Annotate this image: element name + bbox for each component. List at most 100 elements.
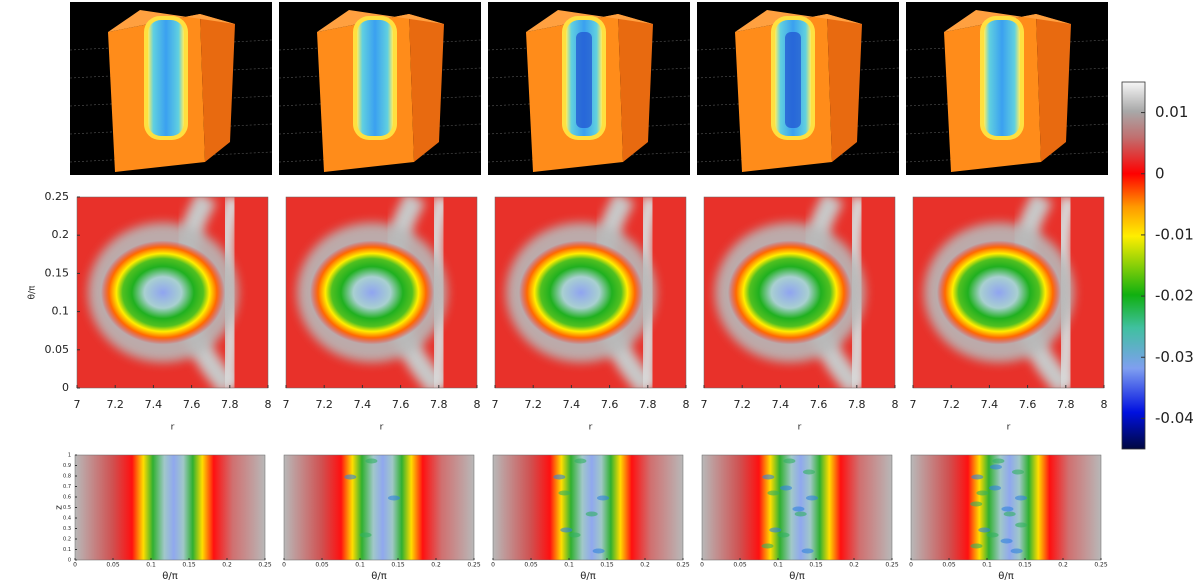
turbulence bbox=[558, 490, 571, 496]
heatmap-panel: 7 7.2 7.4 7.6 7.8 8 r bbox=[701, 196, 899, 433]
render-3d bbox=[696, 2, 900, 175]
heatmap bbox=[286, 197, 477, 388]
y-tick-label: 0.2 bbox=[52, 228, 70, 241]
y-tick-label: 0.05 bbox=[45, 343, 70, 356]
x-tick-label: 0.05 bbox=[106, 562, 120, 569]
x-tick-label: 7 bbox=[492, 398, 499, 411]
x-tick-label: 7 bbox=[74, 398, 81, 411]
turbulence bbox=[762, 474, 775, 480]
y-tick-label: 0.8 bbox=[63, 474, 71, 480]
strip bbox=[284, 455, 474, 560]
x-tick-label: 0.15 bbox=[391, 562, 405, 569]
frame bbox=[492, 454, 684, 561]
turbulence bbox=[970, 543, 983, 549]
strip-panel: 0 0.05 0.1 0.15 0.2 0.25 θ/π bbox=[700, 454, 899, 582]
turbulence bbox=[1015, 522, 1028, 528]
x-tick-label: 8 bbox=[892, 398, 899, 411]
vortex bbox=[100, 240, 225, 345]
turbulence bbox=[1010, 548, 1023, 554]
x-tick-label: 0.15 bbox=[182, 562, 196, 569]
x-tick-label: 0.25 bbox=[885, 562, 899, 569]
x-tick-label: 0.1 bbox=[773, 562, 783, 569]
slot-core bbox=[785, 32, 801, 128]
heatmap-panel: 7 7.2 7.4 7.6 7.8 8 r bbox=[283, 196, 481, 433]
turbulence bbox=[992, 458, 1005, 464]
vortex bbox=[518, 240, 643, 345]
x-tick-label: 8 bbox=[474, 398, 481, 411]
slot bbox=[148, 20, 184, 136]
x-tick-label: 0.1 bbox=[355, 562, 365, 569]
x-tick-label: 7.2 bbox=[733, 398, 751, 411]
x-axis-label: r bbox=[589, 423, 593, 433]
colorbar-tick-label: 0 bbox=[1155, 164, 1165, 182]
x-tick-label: 7.4 bbox=[145, 398, 163, 411]
frame bbox=[494, 196, 687, 389]
y-tick-label: 0.6 bbox=[63, 495, 71, 501]
x-tick-label: 7.8 bbox=[639, 398, 657, 411]
x-tick-label: 0 bbox=[491, 562, 495, 569]
cube-top bbox=[317, 10, 444, 32]
x-tick-label: 7 bbox=[283, 398, 290, 411]
cube-side bbox=[618, 14, 653, 162]
turbulence bbox=[989, 464, 1002, 470]
colorbar-tick-label: -0.01 bbox=[1155, 225, 1194, 243]
frame bbox=[703, 196, 896, 389]
x-tick-label: 7.8 bbox=[430, 398, 448, 411]
vortex bbox=[936, 240, 1061, 345]
y-tick-label: 0.9 bbox=[63, 463, 71, 469]
x-axis-label: r bbox=[171, 423, 175, 433]
strip-panel: 0 0.05 0.1 0.15 0.2 0.25 θ/π bbox=[909, 454, 1108, 582]
x-tick-label: 0.15 bbox=[600, 562, 614, 569]
x-tick-label: 7.8 bbox=[221, 398, 239, 411]
turbulence bbox=[388, 495, 401, 501]
x-tick-label: 0.25 bbox=[1094, 562, 1108, 569]
turbulence bbox=[1000, 538, 1013, 544]
vortex bbox=[727, 240, 852, 345]
slot bbox=[984, 20, 1020, 136]
x-tick-label: 0.25 bbox=[258, 562, 272, 569]
x-tick-label: 7.4 bbox=[354, 398, 372, 411]
y-tick-label: 0.5 bbox=[63, 505, 71, 511]
cube-top bbox=[108, 10, 235, 32]
x-axis-label: r bbox=[798, 423, 802, 433]
turbulence bbox=[986, 532, 999, 538]
y-axis-label: θ/π bbox=[28, 285, 38, 300]
cube-top bbox=[944, 10, 1071, 32]
turbulence bbox=[794, 511, 807, 517]
x-tick-label: 0.2 bbox=[849, 562, 859, 569]
x-tick-label: 0 bbox=[73, 562, 77, 569]
turbulence bbox=[792, 506, 805, 512]
turbulence bbox=[767, 490, 780, 496]
turbulence bbox=[761, 543, 774, 549]
x-axis-label: θ/π bbox=[789, 571, 805, 582]
x-tick-label: 0.05 bbox=[942, 562, 956, 569]
y-tick-label: 0.3 bbox=[63, 526, 71, 532]
x-tick-label: 7.4 bbox=[981, 398, 999, 411]
x-tick-label: 0.25 bbox=[676, 562, 690, 569]
turbulence bbox=[769, 527, 782, 533]
turbulence bbox=[783, 458, 796, 464]
x-tick-label: 7.6 bbox=[601, 398, 619, 411]
slot bbox=[357, 20, 393, 136]
turbulence bbox=[780, 485, 793, 491]
y-axis-label: z bbox=[55, 505, 65, 510]
x-tick-label: 7.2 bbox=[315, 398, 333, 411]
x-axis-label: θ/π bbox=[162, 571, 178, 582]
heatmap-panel: 7 7.2 7.4 7.6 7.8 8 r bbox=[492, 196, 690, 433]
x-axis-label: θ/π bbox=[371, 571, 387, 582]
y-tick-label: 0.4 bbox=[63, 516, 71, 522]
x-tick-label: 7.4 bbox=[772, 398, 790, 411]
x-tick-label: 0.2 bbox=[222, 562, 232, 569]
x-tick-label: 0.1 bbox=[564, 562, 574, 569]
frame bbox=[285, 196, 478, 389]
x-tick-label: 7.6 bbox=[810, 398, 828, 411]
frame bbox=[912, 196, 1105, 389]
heatmap bbox=[77, 197, 268, 388]
frame bbox=[283, 454, 475, 561]
heatmap-panel: 7 7.2 7.4 7.6 7.8 8 r 0 0.05 0.1 0.15 0.2 0.25 θ/π bbox=[28, 190, 272, 433]
y-tick-label: 0.7 bbox=[63, 484, 71, 490]
turbulence bbox=[989, 485, 1002, 491]
turbulence bbox=[344, 474, 357, 480]
turbulence bbox=[976, 490, 989, 496]
turbulence bbox=[1011, 469, 1024, 475]
